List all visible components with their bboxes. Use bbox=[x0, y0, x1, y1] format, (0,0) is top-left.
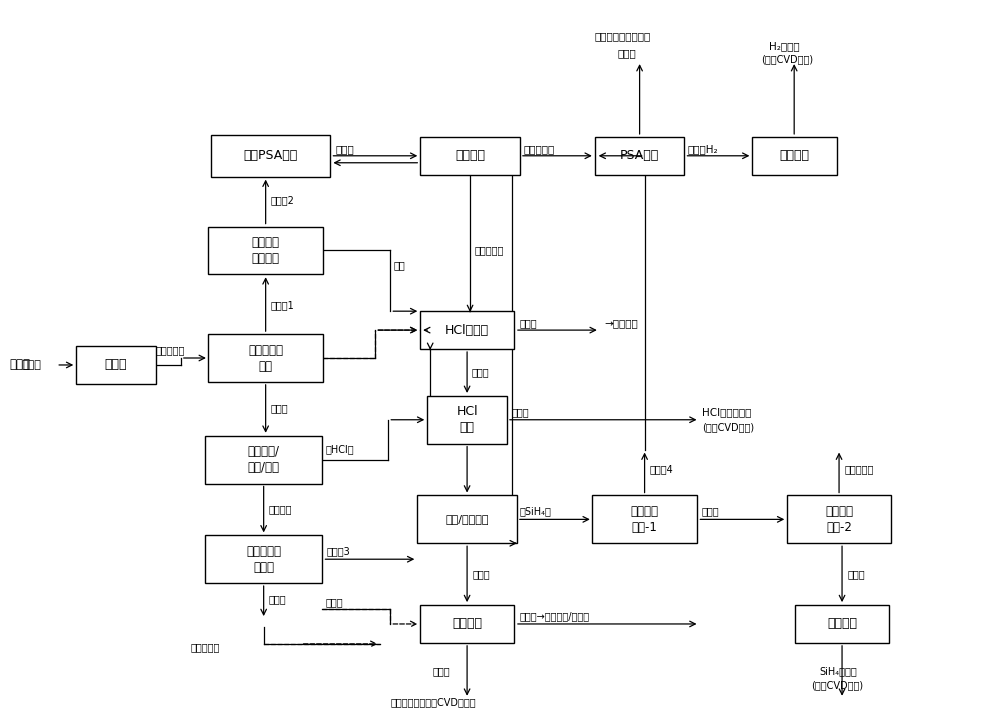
Text: 不凝气3: 不凝气3 bbox=[326, 546, 350, 556]
Bar bbox=[752, 137, 837, 175]
Bar bbox=[420, 605, 514, 643]
Text: 硅烷提纯
精馏-2: 硅烷提纯 精馏-2 bbox=[825, 505, 853, 534]
Text: 塔顶气: 塔顶气 bbox=[512, 407, 530, 417]
Text: SiH₄产品气: SiH₄产品气 bbox=[819, 666, 857, 676]
Bar bbox=[795, 605, 889, 643]
Text: 硅烷纯化: 硅烷纯化 bbox=[827, 617, 857, 631]
Text: 原料气: 原料气 bbox=[21, 360, 41, 370]
Text: 净化富氢气: 净化富氢气 bbox=[524, 144, 555, 154]
Text: 氯硅烷中浅
冷精馏: 氯硅烷中浅 冷精馏 bbox=[246, 545, 281, 574]
Bar bbox=[417, 495, 517, 543]
Text: PSA提氢: PSA提氢 bbox=[620, 150, 659, 163]
Text: 不凝气4: 不凝气4 bbox=[650, 465, 673, 475]
Bar bbox=[208, 226, 323, 274]
Text: 吸收液: 吸收液 bbox=[271, 403, 288, 413]
Text: H₂产品气: H₂产品气 bbox=[769, 42, 800, 52]
Text: HCl真空塔: HCl真空塔 bbox=[445, 324, 489, 337]
Text: 塔底重组分: 塔底重组分 bbox=[844, 465, 873, 475]
Bar bbox=[205, 536, 322, 583]
Text: 塔底物→处理排放/燃料气: 塔底物→处理排放/燃料气 bbox=[520, 611, 590, 621]
Text: 净化原料气: 净化原料气 bbox=[156, 345, 185, 355]
Bar bbox=[205, 436, 322, 483]
Text: 富乙烯: 富乙烯 bbox=[472, 569, 490, 579]
Text: 多级蒸发/
压缩/冷凝: 多级蒸发/ 压缩/冷凝 bbox=[248, 445, 280, 474]
Text: 塔底物: 塔底物 bbox=[269, 594, 286, 604]
Text: 粗氯硅烷: 粗氯硅烷 bbox=[269, 504, 292, 514]
Text: 乙烯精制: 乙烯精制 bbox=[452, 617, 482, 631]
Text: (返回CVD制柜): (返回CVD制柜) bbox=[761, 54, 813, 64]
Bar bbox=[787, 495, 891, 543]
Bar bbox=[420, 137, 520, 175]
Text: 预处理: 预处理 bbox=[105, 359, 127, 372]
Text: 不凝气2: 不凝气2 bbox=[271, 195, 295, 205]
Text: 富SiH₄气: 富SiH₄气 bbox=[520, 506, 552, 516]
Bar bbox=[592, 495, 697, 543]
Text: 塔底重组分: 塔底重组分 bbox=[474, 246, 503, 256]
Text: 塔底物: 塔底物 bbox=[701, 506, 719, 516]
Text: 液体: 液体 bbox=[393, 261, 405, 271]
Text: HCl
精馏: HCl 精馏 bbox=[456, 405, 478, 435]
Text: 氢气纯化: 氢气纯化 bbox=[779, 150, 809, 163]
Text: 氯硅烷产品: 氯硅烷产品 bbox=[191, 642, 220, 652]
Text: 乙烯产品气（返回CVD制柜）: 乙烯产品气（返回CVD制柜） bbox=[390, 697, 476, 707]
Text: 吸附净化: 吸附净化 bbox=[455, 150, 485, 163]
Text: 压缩冷凝
气液分离: 压缩冷凝 气液分离 bbox=[252, 236, 280, 265]
Bar bbox=[211, 135, 330, 177]
Text: 粗HCl液: 粗HCl液 bbox=[325, 445, 354, 455]
Text: 乙烯/硅烷分离: 乙烯/硅烷分离 bbox=[445, 514, 489, 524]
Text: 塔底物: 塔底物 bbox=[471, 367, 489, 377]
Text: →处理排放: →处理排放 bbox=[605, 318, 638, 328]
Text: 浅冷PSA浓缩: 浅冷PSA浓缩 bbox=[244, 150, 298, 163]
Text: (返回CVD制柜): (返回CVD制柜) bbox=[702, 422, 755, 432]
Bar bbox=[420, 311, 514, 349]
Text: 塔顶气: 塔顶气 bbox=[847, 569, 865, 579]
Text: 解析气: 解析气 bbox=[618, 48, 636, 58]
Bar bbox=[208, 334, 323, 382]
Text: 浅冷氯硅烷
吸收: 浅冷氯硅烷 吸收 bbox=[248, 344, 283, 372]
Text: 塔顶气: 塔顶气 bbox=[520, 318, 538, 328]
Bar bbox=[76, 346, 156, 384]
Text: 富氢气: 富氢气 bbox=[335, 144, 354, 154]
Bar bbox=[595, 137, 684, 175]
Text: 超高纯H₂: 超高纯H₂ bbox=[687, 144, 718, 154]
Bar bbox=[427, 396, 507, 444]
Text: 吸收剂: 吸收剂 bbox=[325, 597, 343, 607]
Text: (返回CVD制柜): (返回CVD制柜) bbox=[811, 679, 863, 690]
Text: 不凝气1: 不凝气1 bbox=[271, 300, 294, 310]
Text: 硅烷提纯
精馏-1: 硅烷提纯 精馏-1 bbox=[631, 505, 659, 534]
Text: 原料气: 原料气 bbox=[9, 359, 30, 372]
Text: 塔顶气: 塔顶气 bbox=[433, 666, 450, 676]
Text: HCl产品（气）: HCl产品（气） bbox=[702, 407, 752, 417]
Text: 富甲烷气（燃料气）: 富甲烷气（燃料气） bbox=[595, 32, 651, 42]
